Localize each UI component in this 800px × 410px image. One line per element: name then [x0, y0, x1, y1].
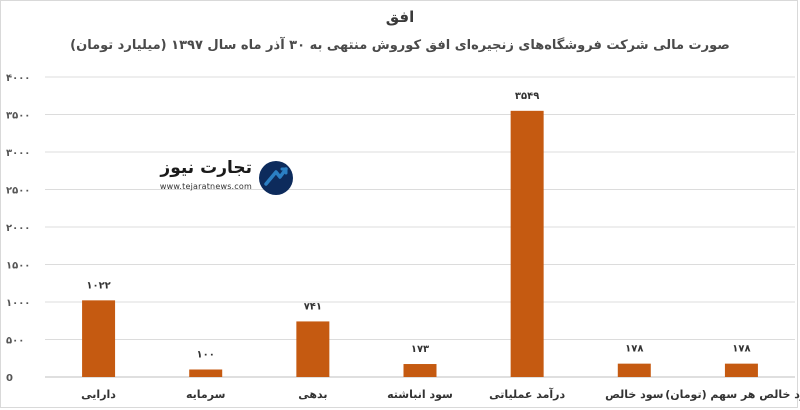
x-tick-label: سرمایه: [186, 388, 225, 401]
x-tick-label: دارایی: [81, 388, 116, 401]
bar: [724, 363, 758, 377]
y-tick-label: 0: [6, 373, 13, 384]
bar: [510, 110, 544, 377]
y-tick-label: ۴۰۰۰: [6, 73, 30, 84]
bar: [403, 364, 437, 377]
data-label: ۱۷۸: [625, 344, 643, 355]
x-tick-label: سود خالص هر سهم (تومان): [665, 388, 800, 401]
x-tick-label: بدهی: [298, 388, 327, 401]
x-axis-labels: دارایی سرمایه بدهی سود انباشته درآمد عملیاتی…: [81, 387, 800, 401]
bar: [617, 363, 651, 377]
bar: [82, 300, 116, 377]
data-label: ۱۰۰: [197, 350, 215, 361]
y-tick-label: ۱۰۰۰: [6, 298, 30, 309]
x-tick-label: درآمد عملیاتی: [489, 387, 565, 401]
tejaratnews-logo-icon: [259, 161, 293, 195]
y-tick-label: ۱۵۰۰: [6, 261, 30, 272]
data-label: ۷۴۱: [304, 301, 322, 312]
gridlines: [45, 76, 795, 378]
data-labels: ۱۰۲۲ ۱۰۰ ۷۴۱ ۱۷۳ ۳۵۴۹ ۱۷۸ ۱۷۸: [86, 91, 750, 361]
x-tick-label: سود انباشته: [387, 388, 453, 401]
bar: [189, 369, 223, 377]
logo-url: www.tejaratnews.com: [159, 182, 252, 191]
y-axis-ticks: 0 ۵۰۰ ۱۰۰۰ ۱۵۰۰ ۲۰۰۰ ۲۵۰۰ ۳۰۰۰ ۳۵۰۰ ۴۰۰۰: [6, 73, 30, 384]
data-label: ۱۷۸: [732, 344, 750, 355]
chart-title: افق: [385, 8, 415, 26]
y-tick-label: ۵۰۰: [6, 336, 24, 347]
chart-subtitle: صورت مالی شرکت فروشگاه‌های زنجیره‌ای افق…: [70, 38, 730, 53]
y-tick-label: ۳۰۰۰: [6, 148, 30, 159]
data-label: ۳۵۴۹: [515, 91, 539, 102]
watermark-logo: تجارت نیوز www.tejaratnews.com: [152, 158, 300, 198]
data-label: ۱۷۳: [411, 344, 429, 355]
logo-title: تجارت نیوز: [160, 158, 252, 178]
data-label: ۱۰۲۲: [86, 280, 110, 291]
y-tick-label: ۲۰۰۰: [6, 223, 30, 234]
bar: [296, 321, 330, 377]
x-tick-label: سود خالص: [605, 388, 663, 401]
y-tick-label: ۲۵۰۰: [6, 186, 30, 197]
bars: [82, 110, 758, 377]
y-tick-label: ۳۵۰۰: [6, 111, 30, 122]
